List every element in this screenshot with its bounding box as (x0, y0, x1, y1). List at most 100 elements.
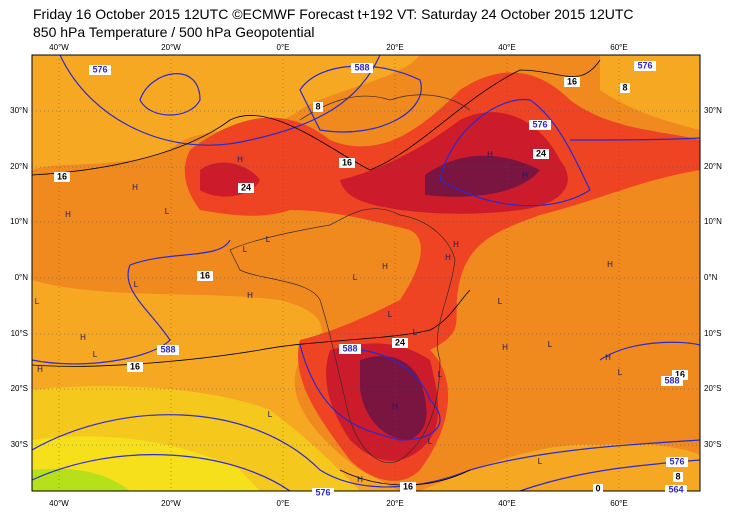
pressure-label: L (35, 297, 40, 306)
subtitle: 850 hPa Temperature / 500 hPa Geopotenti… (33, 24, 315, 40)
lat-label: 20°N (10, 162, 28, 171)
lat-label: 20°S (11, 384, 28, 393)
geopotential-contours (32, 55, 700, 491)
contour-label: 24 (536, 148, 546, 158)
contour-label: 588 (342, 343, 357, 353)
contour-label-bg (313, 102, 323, 112)
lon-label: 60°E (610, 499, 627, 508)
contour-line (32, 414, 700, 488)
contour-label: 8 (622, 82, 627, 92)
pressure-label: H (453, 240, 459, 249)
contour-line (32, 239, 231, 365)
pressure-label: L (266, 235, 271, 244)
isotherm (32, 59, 601, 176)
contour-label-bg (529, 120, 551, 130)
contour-label: 0 (595, 483, 600, 493)
pressure-label: H (37, 365, 43, 374)
contour-label-bg (593, 484, 603, 494)
pressure-label: H (132, 183, 138, 192)
contour-label-bg (351, 63, 373, 73)
pressure-label: L (413, 328, 418, 337)
temperature-field (32, 55, 700, 491)
field-red (184, 72, 700, 481)
contour-line (299, 344, 441, 441)
pressure-label: H (65, 210, 71, 219)
contour-label-bg (673, 472, 683, 482)
contour-label-bg (312, 488, 334, 498)
lat-label: 30°S (704, 440, 721, 449)
pressure-label: H (392, 402, 398, 411)
lon-label: 60°E (610, 43, 627, 52)
contour-label: 16 (567, 76, 577, 86)
contour-label-bg (89, 65, 111, 75)
lat-label: 30°N (704, 106, 722, 115)
contour-label-bg (672, 370, 688, 380)
lat-label: 10°S (704, 329, 721, 338)
contour-label: 24 (395, 337, 405, 347)
lat-label: 0°N (15, 273, 29, 282)
contour-line (139, 73, 201, 116)
contour-label: 8 (675, 471, 680, 481)
lat-label: 30°N (10, 106, 28, 115)
title: Friday 16 October 2015 12UTC ©ECMWF Fore… (33, 6, 634, 22)
contour-label-bg (54, 172, 70, 182)
lon-label: 40°W (49, 499, 69, 508)
lon-label: 20°W (161, 499, 181, 508)
contour-label: 564 (668, 484, 683, 494)
pressure-label: H (237, 155, 243, 164)
map-frame (31, 54, 701, 492)
pressure-label: H (357, 475, 363, 484)
contour-label-bg (339, 344, 361, 354)
field-purple (360, 155, 540, 440)
lon-label: 20°W (161, 43, 181, 52)
field-light (420, 443, 700, 491)
field-light (600, 55, 700, 130)
contour-line (439, 98, 591, 207)
pressure-label: H (80, 333, 86, 342)
contour-label-bg (533, 149, 549, 159)
contour-label: 16 (200, 270, 210, 280)
contour-line (299, 65, 422, 133)
contour-label-bg (620, 83, 630, 93)
contour-label: 588 (354, 62, 369, 72)
pressure-label: L (548, 340, 553, 349)
contour-label: 576 (315, 487, 330, 497)
contour-label-bg (392, 338, 408, 348)
contour-label-bg (665, 485, 687, 495)
contour-label-bg (238, 183, 254, 193)
contour-label-bg (661, 376, 683, 386)
lon-label: 0°E (277, 43, 290, 52)
contour-label: 576 (92, 64, 107, 74)
lat-label: 10°S (11, 329, 28, 338)
lat-label: 0°N (704, 273, 718, 282)
contour-line (59, 55, 381, 146)
lon-label: 40°W (49, 43, 69, 52)
contour-label-bg (157, 345, 179, 355)
lon-label: 40°E (498, 499, 515, 508)
contour-label: 16 (342, 157, 352, 167)
pressure-label: L (498, 297, 503, 306)
pressure-label: H (605, 353, 611, 362)
contour-label-bg (564, 77, 580, 87)
contour-label: 16 (403, 481, 413, 491)
pressure-label: H (382, 262, 388, 271)
pressure-label: H (445, 253, 451, 262)
field-green (32, 468, 130, 491)
pressure-label: L (618, 368, 623, 377)
lat-label: 30°S (11, 440, 28, 449)
pressure-label: H (502, 343, 508, 352)
contour-label-bg (339, 158, 355, 168)
contour-label-bg (197, 271, 213, 281)
contour-label: 8 (315, 101, 320, 111)
contour-label-bg (400, 482, 416, 492)
pressure-label: L (438, 370, 443, 379)
lat-label: 10°N (10, 217, 28, 226)
contour-label: 576 (532, 119, 547, 129)
contour-label-bg (666, 457, 688, 467)
contour-label: 576 (669, 456, 684, 466)
lat-label: 20°S (704, 384, 721, 393)
pressure-label: L (165, 207, 170, 216)
contour-label: 16 (130, 361, 140, 371)
